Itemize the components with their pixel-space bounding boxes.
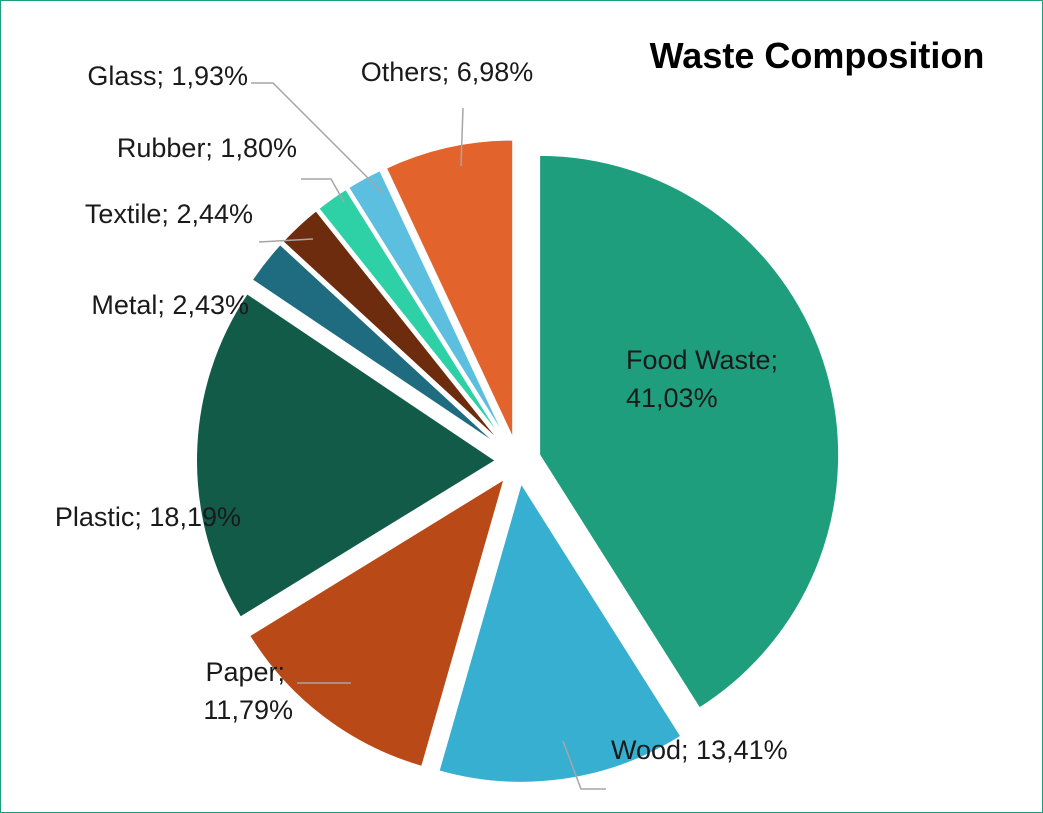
slice-wood — [437, 480, 683, 784]
data-label-rubber: Rubber; 1,80% — [117, 133, 297, 163]
slice-metal — [250, 242, 502, 449]
leader-line-others — [460, 107, 464, 167]
leader-lines — [251, 82, 606, 790]
data-label-textile: Textile; 2,44% — [85, 199, 253, 229]
slice-food-waste — [538, 153, 841, 710]
data-label-paper: Paper; 11,79% — [203, 657, 293, 725]
data-label-wood: Wood; 13,41% — [611, 735, 788, 765]
slice-rubber — [316, 187, 507, 444]
pie-slices — [195, 138, 841, 784]
slice-paper — [247, 476, 507, 769]
data-label-plastic: Plastic; 18,19% — [55, 502, 241, 532]
data-label-metal: Metal; 2,43% — [91, 290, 249, 320]
leader-line-glass — [251, 82, 384, 194]
data-labels: Food Waste; 41,03% Wood; 13,41% Paper; 11,79… — [55, 57, 788, 765]
slice-textile — [280, 208, 504, 446]
leader-line-rubber — [301, 178, 345, 203]
slice-glass — [346, 168, 509, 443]
slice-others — [384, 138, 515, 440]
data-label-food-waste: Food Waste; 41,03% — [626, 345, 778, 413]
chart-title: Waste Composition — [650, 35, 985, 76]
data-label-others: Others; 6,98% — [361, 57, 534, 87]
leader-line-wood — [562, 740, 606, 790]
leader-line-textile — [258, 238, 314, 243]
data-label-glass: Glass; 1,93% — [87, 61, 248, 91]
slice-plastic — [195, 291, 498, 619]
